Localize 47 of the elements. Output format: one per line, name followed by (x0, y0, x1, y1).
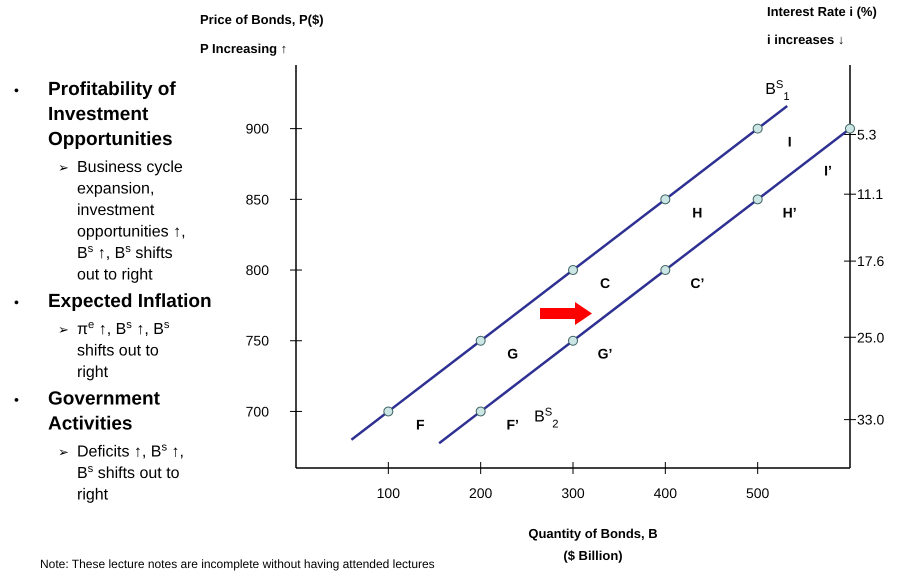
annotation: C (600, 275, 610, 292)
annotation: G’ (598, 346, 612, 362)
x-tick-label: 400 (654, 485, 678, 501)
annotation: F (416, 416, 426, 432)
annotation: I’ (824, 162, 832, 179)
y2-tick-label: 33.0 (857, 412, 884, 428)
point (660, 265, 670, 276)
annotation: G (507, 346, 518, 362)
text: Note: These lecture notes are incomplete without having attended lectures (40, 557, 435, 571)
x-axis-title: Quantity of Bonds, B ($ Billion) (528, 526, 658, 563)
y2-axis-title: Interest Rate i (%) (767, 4, 877, 19)
text: • Government Activities (14, 388, 160, 434)
text: • Expected Inflation (14, 291, 212, 312)
point (476, 406, 486, 416)
point (568, 265, 578, 276)
text: ➢ Deficits ↑, B$^{s}$ ↑, B$^{s}$ shifts out to right (58, 442, 184, 504)
point (476, 336, 486, 346)
y-axis-title: Price of Bonds, P($) (200, 12, 324, 27)
x-tick-label: 300 (561, 485, 585, 501)
text: • Profitability of Investment Opportunities (14, 79, 176, 150)
text: P Increasing ↑ (200, 41, 288, 56)
point (752, 124, 763, 134)
y-tick-label: 850 (246, 191, 270, 208)
annotation: F’ (506, 416, 519, 432)
annotation: C’ (690, 275, 704, 292)
y-tick-label: 900 (246, 120, 270, 137)
y2-tick-label: 5.3 (857, 126, 877, 142)
y2-tick-label: 17.6 (857, 253, 884, 270)
point (383, 406, 394, 416)
x-tick-label: 500 (746, 485, 770, 501)
x-tick-label: 200 (468, 485, 493, 501)
y-tick-label: 750 (246, 332, 270, 349)
x-tick-label: 100 (376, 485, 400, 501)
y-tick-label: 800 (246, 262, 270, 278)
annotation: H’ (782, 204, 797, 220)
text: ➢ π$^{e}$ ↑, B$^{s}$ ↑, B$^{s}$ shifts out to right (58, 319, 170, 381)
point (660, 194, 670, 204)
point (568, 336, 578, 346)
text: i increases ↓ (767, 32, 844, 47)
point (752, 194, 763, 204)
y2-tick-label: 11.1 (857, 186, 884, 202)
annotation: I (788, 134, 792, 150)
point (845, 124, 855, 134)
y-tick-label: 700 (246, 403, 270, 420)
y2-tick-label: 25.0 (857, 329, 884, 346)
annotation: H (692, 204, 702, 220)
text: ➢ Business cycle expansion, investment opportunities ↑, B$^{s}$ ↑, B$^{s}$ shifts out to right (58, 159, 186, 284)
